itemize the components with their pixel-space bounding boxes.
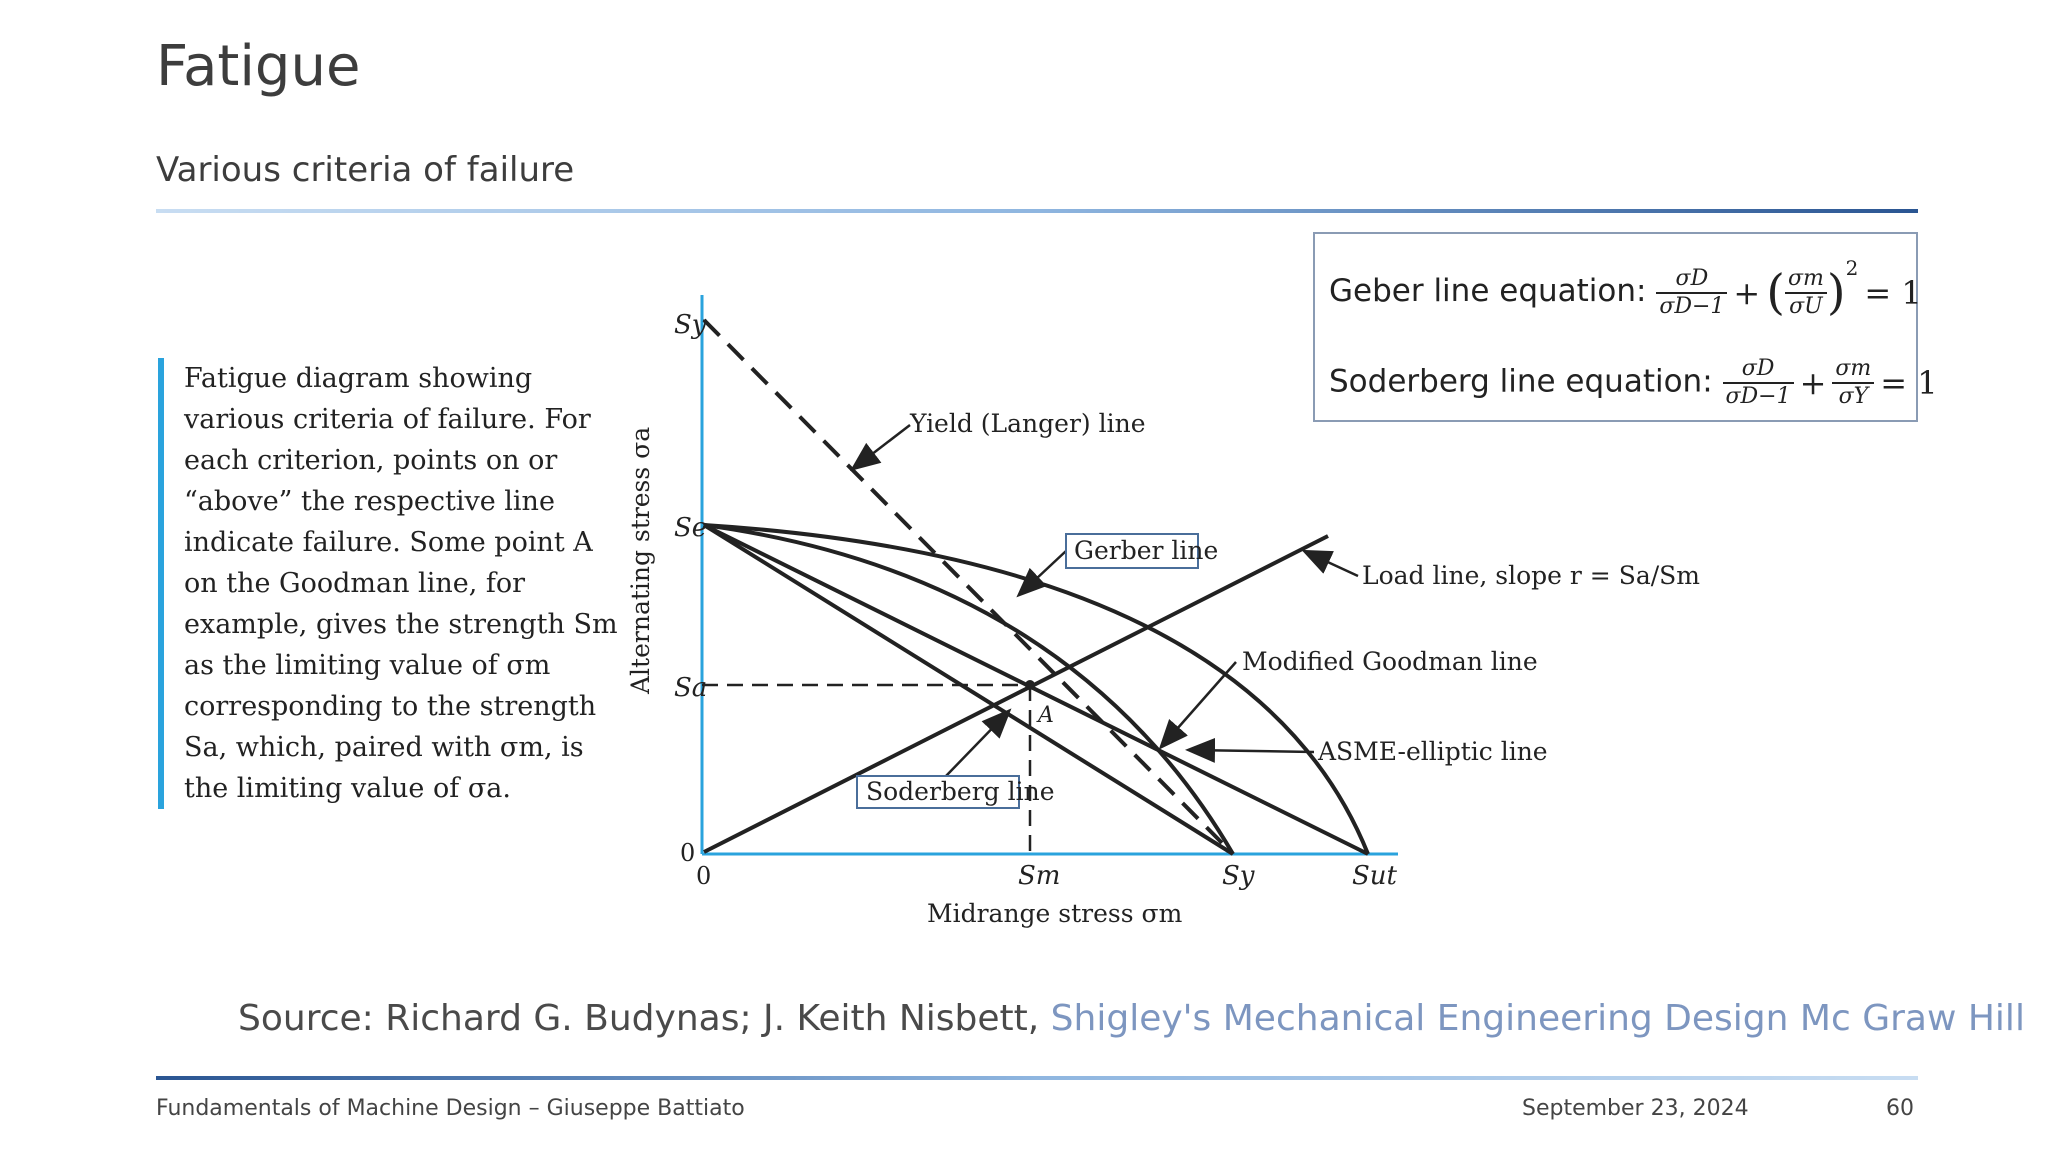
asme-leader-arrow xyxy=(1185,737,1315,763)
yield-line-label: Yield (Langer) line xyxy=(909,409,1146,438)
gerber-leader-arrow xyxy=(1016,550,1067,598)
fraction: σD σD−1 xyxy=(1656,266,1728,320)
equals-one: = 1 xyxy=(1864,273,1922,312)
caption-line: Fatigue diagram showing xyxy=(184,363,533,394)
caption-line: on the Goodman line, for xyxy=(184,568,526,599)
denominator: σU xyxy=(1789,293,1823,319)
denominator: σD−1 xyxy=(1725,384,1791,409)
source-link[interactable]: Shigley's Mechanical Engineering Design … xyxy=(1050,998,2025,1039)
soderberg-line-label: Soderberg line xyxy=(866,777,1055,806)
footer-course: Fundamentals of Machine Design – Giusepp… xyxy=(156,1096,745,1121)
x-axis-label: Midrange stress σm xyxy=(927,899,1183,928)
soderberg-equation-label: Soderberg line equation: xyxy=(1329,363,1713,400)
fraction: σm σU xyxy=(1784,266,1827,320)
tick-sy-x: Sy xyxy=(1222,861,1255,891)
caption-line: various criteria of failure. For xyxy=(184,404,591,435)
yield-leader-arrow xyxy=(850,424,911,472)
soderberg-leader-arrow xyxy=(945,708,1012,777)
point-a-label: A xyxy=(1036,703,1054,728)
plus-sign: + xyxy=(1799,364,1827,402)
load-leader-arrow xyxy=(1301,549,1359,578)
tick-zero-y: 0 xyxy=(680,839,695,867)
source-citation: Source: Richard G. Budynas; J. Keith Nis… xyxy=(238,998,2025,1039)
gerber-line-label: Gerber line xyxy=(1074,536,1218,565)
geber-equation: Geber line equation: σD σD−1 +(σm σU)2= 1 xyxy=(1329,256,1928,321)
bottom-divider xyxy=(156,1076,1918,1080)
gerber-line xyxy=(703,523,1370,855)
caption-line: example, gives the strength Sm xyxy=(184,609,618,640)
fraction: σm σY xyxy=(1832,356,1875,410)
goodman-leader-arrow xyxy=(1158,661,1237,750)
asme-line-label: ASME-elliptic line xyxy=(1317,737,1548,766)
paren-close: ) xyxy=(1826,264,1846,321)
goodman-line-label: Modified Goodman line xyxy=(1242,647,1538,676)
y-axis-label: Alternating stress σa xyxy=(626,427,655,695)
asme-elliptic-line xyxy=(703,523,1235,856)
caption-line: the limiting value of σa. xyxy=(184,773,511,804)
caption-line: each criterion, points on or xyxy=(184,445,558,476)
modified-goodman-line xyxy=(703,523,1369,856)
denominator: σY xyxy=(1838,384,1869,409)
tick-sm: Sm xyxy=(1018,861,1060,891)
caption-line: Sa, which, paired with σm, is xyxy=(184,732,584,763)
tick-sut: Sut xyxy=(1352,861,1398,891)
plus-sign: + xyxy=(1733,273,1761,312)
numerator: σm xyxy=(1784,266,1827,294)
soderberg-line xyxy=(702,523,1235,856)
numerator: σD xyxy=(1656,266,1728,294)
caption-line: “above” the respective line xyxy=(184,486,555,517)
gerber-label-box xyxy=(1065,533,1199,569)
footer-date: September 23, 2024 xyxy=(1522,1096,1749,1121)
denominator: σD−1 xyxy=(1659,293,1725,319)
tick-se: Se xyxy=(674,513,707,543)
load-line xyxy=(703,534,1329,854)
geber-equation-label: Geber line equation: xyxy=(1329,273,1647,309)
point-a-marker xyxy=(1025,680,1035,690)
slide-title: Fatigue xyxy=(156,34,361,99)
exponent: 2 xyxy=(1845,256,1859,280)
yield-langer-line xyxy=(702,318,1235,856)
soderberg-label-box xyxy=(856,775,1020,809)
slide-subtitle: Various criteria of failure xyxy=(156,150,575,190)
page-number: 60 xyxy=(1886,1096,1914,1121)
caption-line: as the limiting value of σm xyxy=(184,650,551,681)
equations-box: Geber line equation: σD σD−1 +(σm σU)2= 1 S… xyxy=(1313,232,1938,422)
caption-line: corresponding to the strength xyxy=(184,691,597,722)
numerator: σD xyxy=(1722,356,1794,384)
equals-one: = 1 xyxy=(1880,364,1938,402)
tick-sy-y: Sy xyxy=(674,310,707,340)
caption-line: indicate failure. Some point A xyxy=(184,527,593,558)
tick-sa: Sa xyxy=(674,673,707,703)
paren-open: ( xyxy=(1766,264,1785,321)
fraction: σD σD−1 xyxy=(1722,356,1794,410)
load-line-label: Load line, slope r = Sa/Sm xyxy=(1362,561,1700,590)
numerator: σm xyxy=(1832,356,1875,384)
top-divider xyxy=(156,209,1918,213)
figure-caption: Fatigue diagram showing various criteria… xyxy=(158,358,618,809)
soderberg-equation: Soderberg line equation: σD σD−1 + σm σY = 1 xyxy=(1329,356,1944,410)
tick-zero-x: 0 xyxy=(696,862,711,890)
source-prefix: Source: Richard G. Budynas; J. Keith Nis… xyxy=(238,998,1051,1039)
